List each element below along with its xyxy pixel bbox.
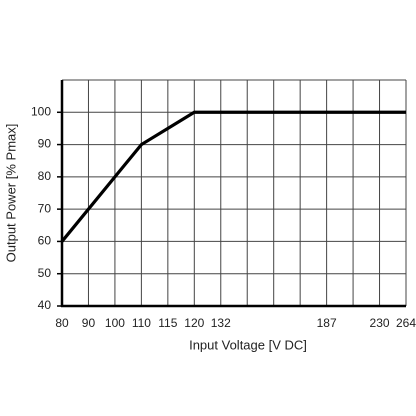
x-tick-label: 80: [55, 316, 69, 330]
data-line: [60, 110, 406, 243]
y-tick-label: 90: [38, 137, 52, 151]
x-tick-label: 230: [370, 316, 390, 330]
x-tick-label: 132: [211, 316, 231, 330]
x-tick-label: 264: [396, 316, 416, 330]
y-axis-label: Output Power [% Pmax]: [3, 124, 18, 263]
y-tick-label: 100: [31, 104, 51, 118]
y-tick-label: 50: [38, 266, 52, 280]
y-tick-label: 40: [38, 298, 52, 312]
x-tick-label: 110: [132, 316, 151, 330]
y-tick-label: 60: [38, 234, 52, 248]
x-tick-label: 115: [158, 316, 177, 330]
x-tick-label: 90: [82, 316, 96, 330]
x-axis-label: Input Voltage [V DC]: [189, 337, 307, 352]
y-tick-label: 70: [38, 201, 52, 215]
x-tick-label: 187: [317, 316, 337, 330]
y-tick-label: 80: [38, 169, 52, 183]
x-tick-label: 120: [184, 316, 204, 330]
x-tick-label: 100: [105, 316, 125, 330]
